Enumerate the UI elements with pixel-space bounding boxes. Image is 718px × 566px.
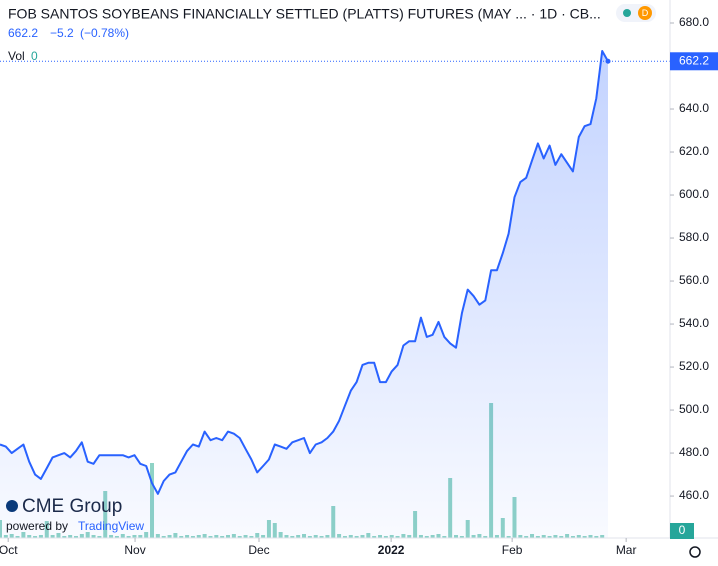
- powered-by: powered by: [6, 519, 68, 533]
- price-change-pct: (−0.78%): [80, 26, 129, 40]
- powered-brand: TradingView: [78, 519, 144, 533]
- last-price-box: [670, 52, 718, 71]
- y-tick-label: 560.0: [679, 273, 709, 287]
- y-tick-label: 620.0: [679, 144, 709, 158]
- volume-last-box: [670, 523, 694, 539]
- area-fill: [0, 51, 608, 538]
- logo: CME Group powered by TradingView: [6, 496, 144, 533]
- last-point: [605, 58, 611, 64]
- y-tick-label: 640.0: [679, 101, 709, 115]
- logo-icon: [6, 500, 18, 512]
- x-tick-label: 2022: [378, 543, 405, 557]
- logo-text: CME Group: [22, 496, 122, 517]
- y-tick-label: 520.0: [679, 359, 709, 373]
- y-tick-label: 680.0: [679, 15, 709, 29]
- x-tick-label: Mar: [616, 543, 637, 557]
- last-price: 662.2: [8, 26, 38, 40]
- plot-area: [0, 50, 670, 538]
- x-tick-label: Nov: [124, 543, 145, 557]
- badge[interactable]: D: [616, 4, 656, 22]
- price-line: [0, 50, 609, 495]
- y-tick-label: 600.0: [679, 187, 709, 201]
- x-tick-label: Oct: [0, 543, 18, 557]
- status-dot: [623, 9, 631, 17]
- y-tick-label: 460.0: [679, 488, 709, 502]
- price-change: −5.2: [50, 26, 74, 40]
- x-tick-label: Dec: [248, 543, 269, 557]
- x-tick-label: Feb: [502, 543, 523, 557]
- settings-icon[interactable]: [689, 546, 701, 558]
- y-tick-label: 500.0: [679, 402, 709, 416]
- volume-legend-value: 0: [31, 49, 38, 63]
- badge-circle: [638, 6, 652, 20]
- y-tick-label: 580.0: [679, 230, 709, 244]
- volume-legend: Vol: [8, 49, 25, 63]
- chart-title: FOB SANTOS SOYBEANS FINANCIALLY SETTLED …: [8, 6, 601, 22]
- gear: [689, 546, 701, 558]
- last-price-label: 662.2: [679, 53, 709, 67]
- y-tick-label: 480.0: [679, 445, 709, 459]
- y-tick-label: 540.0: [679, 316, 709, 330]
- badge-label: D: [642, 8, 649, 18]
- volume-last-label: 0: [679, 523, 686, 537]
